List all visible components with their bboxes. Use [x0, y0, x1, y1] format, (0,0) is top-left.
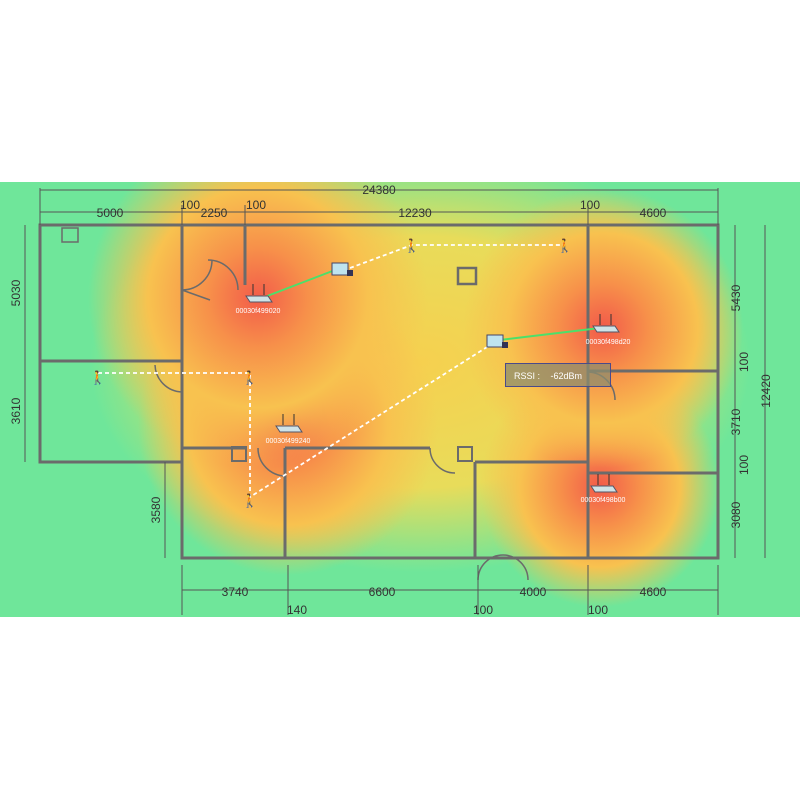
person-icon[interactable]: 🚶 — [557, 238, 573, 253]
dim-left: 3610 — [9, 397, 23, 424]
dim-right-total: 12420 — [759, 374, 773, 408]
floor-plan: 24380 5000 100 2250 100 12230 100 4600 5… — [9, 183, 773, 617]
dim-top: 12230 — [398, 206, 432, 220]
dim-right: 100 — [737, 455, 751, 475]
connection-lines — [261, 269, 601, 341]
dim-top-total: 24380 — [362, 183, 396, 197]
client-devices: 🚶 🚶 🚶 🚶 🚶 — [90, 238, 573, 508]
person-icon[interactable]: 🚶 — [242, 493, 258, 508]
access-point-label: 00030f498b00 — [581, 497, 626, 504]
dim-top: 100 — [246, 198, 266, 212]
dimension-labels: 24380 5000 100 2250 100 12230 100 4600 5… — [9, 183, 773, 617]
dim-right: 100 — [737, 352, 751, 372]
walls — [38, 223, 720, 560]
laptop-icon[interactable] — [486, 334, 508, 348]
rssi-label: RSSI : — [514, 371, 541, 381]
dim-top: 100 — [180, 198, 200, 212]
dim-right: 5430 — [729, 284, 743, 311]
dim-top: 5000 — [97, 206, 124, 220]
router-icon — [592, 325, 620, 333]
walk-paths — [98, 244, 565, 499]
dim-top: 100 — [580, 198, 600, 212]
access-point[interactable]: 00030f499240 — [266, 414, 311, 445]
dim-top: 2250 — [201, 206, 228, 220]
dim-right: 3080 — [729, 501, 743, 528]
person-icon[interactable]: 🚶 — [404, 238, 420, 253]
router-icon — [590, 485, 618, 493]
dim-left: 3580 — [149, 496, 163, 523]
access-point[interactable]: 00030f498d20 — [586, 314, 631, 346]
dim-bottom: 100 — [588, 603, 608, 617]
laptop-icon[interactable] — [331, 262, 353, 276]
access-point[interactable]: 00030f499020 — [236, 284, 281, 315]
access-points: 00030f499020 00030f498d20 00030f499240 0… — [236, 284, 631, 504]
dim-bottom: 3740 — [222, 585, 249, 599]
access-point[interactable]: 00030f498b00 — [581, 474, 626, 504]
rssi-value: -62dBm — [550, 371, 583, 381]
dimension-lines — [24, 188, 766, 615]
router-icon — [275, 425, 303, 433]
connection-line — [261, 269, 336, 299]
access-point-label: 00030f498d20 — [586, 339, 631, 346]
dim-bottom: 100 — [473, 603, 493, 617]
dim-bottom: 140 — [287, 603, 307, 617]
access-point-label: 00030f499240 — [266, 438, 311, 445]
access-point-label: 00030f499020 — [236, 308, 281, 315]
dim-top: 4600 — [640, 206, 667, 220]
router-icon — [245, 295, 273, 303]
walk-path — [349, 244, 565, 269]
connection-line — [499, 327, 601, 341]
dim-bottom: 4000 — [520, 585, 547, 599]
person-icon[interactable]: 🚶 — [90, 370, 106, 385]
dim-bottom: 6600 — [369, 585, 396, 599]
walk-path — [98, 341, 496, 499]
dim-bottom: 4600 — [640, 585, 667, 599]
heatmap-canvas[interactable]: 24380 5000 100 2250 100 12230 100 4600 5… — [0, 182, 800, 617]
rssi-tooltip: RSSI : -62dBm — [505, 363, 611, 387]
dim-left: 5030 — [9, 279, 23, 306]
doors — [154, 259, 616, 581]
person-icon[interactable]: 🚶 — [242, 370, 258, 385]
dim-right: 3710 — [729, 408, 743, 435]
